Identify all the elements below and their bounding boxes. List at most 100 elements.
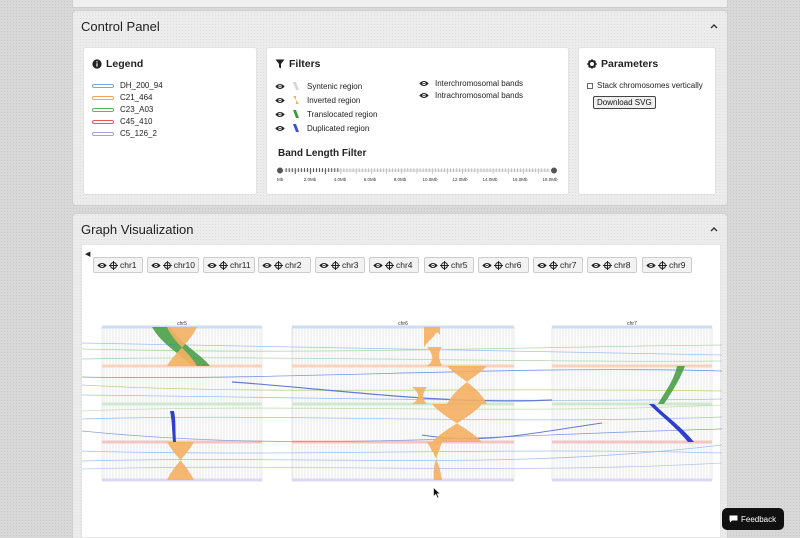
slider-tick-label: 18.0Mb (542, 177, 558, 182)
legend-swatch (92, 119, 114, 124)
crosshair-icon[interactable] (385, 260, 394, 270)
legend-label: C23_A03 (120, 105, 154, 114)
legend-item: C45_410 (92, 117, 152, 126)
legend-item: DH_200_94 (92, 81, 163, 90)
eye-icon[interactable] (482, 262, 492, 269)
eye-icon[interactable] (419, 80, 429, 87)
legend-item: C23_A03 (92, 105, 153, 114)
legend-swatch (92, 83, 114, 88)
chromosome-toggle-chr6[interactable]: chr6 (478, 257, 529, 273)
chr6-label: chr6 (398, 321, 408, 327)
stack-vertically-checkbox[interactable] (587, 82, 593, 89)
chromosome-label: chr11 (230, 260, 251, 270)
filter-icon (275, 59, 285, 69)
crosshair-icon[interactable] (162, 260, 172, 270)
eye-icon[interactable] (537, 262, 547, 269)
eye-icon[interactable] (151, 262, 161, 269)
legend-label: DH_200_94 (120, 81, 163, 90)
inverted-swatch-icon (293, 96, 299, 104)
duplicated-regions (170, 404, 694, 442)
chromosome-toggle-chr7[interactable]: chr7 (533, 257, 583, 273)
filter-inverted[interactable]: Inverted region (275, 95, 360, 105)
band-length-title: Band Length Filter (278, 148, 367, 159)
control-panel-title: Control Panel (81, 19, 160, 34)
legend-label: C45_410 (120, 117, 153, 126)
collapse-toggle-icon[interactable]: ◀ (85, 251, 91, 258)
filters-title: Filters (289, 58, 321, 70)
slider-handle-min[interactable] (277, 166, 285, 175)
filter-intrachromosomal[interactable]: Intrachromosomal bands (419, 91, 523, 100)
eye-icon[interactable] (262, 262, 272, 269)
synteny-plot[interactable]: chr5 chr6 chr7 (82, 285, 722, 538)
slider-tick-label: 12.0Mb (452, 177, 468, 182)
eye-icon[interactable] (591, 262, 601, 269)
eye-icon[interactable] (428, 262, 438, 269)
crosshair-icon[interactable] (331, 260, 340, 270)
eye-icon[interactable] (646, 262, 656, 269)
chromosome-label: chr7 (560, 260, 577, 270)
legend-label: C21_464 (120, 93, 153, 102)
control-panel: Control Panel Legend DH_200_94 C21_464 C… (72, 10, 728, 206)
eye-icon[interactable] (419, 92, 429, 99)
band-length-slider[interactable]: Mb 2.0Mb 4.0Mb 6.0Mb 8.0Mb 10.0Mb 12.0Mb 14.0Mb… (277, 166, 559, 184)
control-panel-header[interactable]: Control Panel (73, 11, 727, 39)
chromosome-toggle-chr3[interactable]: chr3 (315, 257, 365, 273)
chromosome-toggle-chr11[interactable]: chr11 (203, 257, 255, 273)
filter-translocated[interactable]: Translocated region (275, 109, 377, 119)
crosshair-icon[interactable] (549, 260, 558, 270)
filter-interchromosomal[interactable]: Interchromosomal bands (419, 79, 523, 88)
chromosome-label: chr2 (285, 260, 302, 270)
chevron-up-icon[interactable] (709, 21, 719, 31)
legend-item: C5_126_2 (92, 129, 157, 138)
chromosome-label: chr1 (120, 260, 137, 270)
crosshair-icon[interactable] (219, 260, 228, 270)
chat-icon (729, 515, 738, 523)
crosshair-icon[interactable] (603, 260, 612, 270)
gear-icon (587, 59, 597, 69)
chromosome-toggle-chr1[interactable]: chr1 (93, 257, 143, 273)
syntenic-swatch-icon (293, 82, 299, 90)
chromosome-tracks (102, 325, 712, 482)
chromosome-toggle-chr2[interactable]: chr2 (258, 257, 311, 273)
crosshair-icon[interactable] (658, 260, 667, 270)
chromosome-toggle-chr5[interactable]: chr5 (424, 257, 474, 273)
crosshair-icon[interactable] (109, 260, 118, 270)
eye-icon[interactable] (275, 111, 285, 118)
crosshair-icon[interactable] (440, 260, 449, 270)
chevron-up-icon[interactable] (709, 224, 719, 234)
crosshair-icon[interactable] (274, 260, 283, 270)
slider-tick-label: 14.0Mb (482, 177, 498, 182)
parameters-title: Parameters (601, 58, 659, 70)
chromosome-toggle-chr8[interactable]: chr8 (587, 257, 637, 273)
legend-swatch (92, 95, 114, 100)
crosshair-icon[interactable] (494, 260, 503, 270)
filters-card: Filters Syntenic region Inverted region … (266, 47, 569, 195)
chromosome-label: chr3 (342, 260, 359, 270)
eye-icon[interactable] (275, 97, 285, 104)
download-svg-button[interactable]: Download SVG (593, 96, 656, 109)
eye-icon[interactable] (97, 262, 107, 269)
graph-canvas-area: ◀ chr1 chr10 chr11 chr2 chr3 chr4 chr5 chr6 chr7… (81, 244, 722, 538)
eye-icon[interactable] (373, 262, 383, 269)
chromosome-toggle-chr9[interactable]: chr9 (642, 257, 692, 273)
chr5-label: chr5 (177, 321, 187, 327)
previous-panel-edge (72, 0, 728, 8)
chromosome-toggle-chr10[interactable]: chr10 (147, 257, 199, 273)
chromosome-toggle-chr4[interactable]: chr4 (369, 257, 419, 273)
stack-vertically-option[interactable]: Stack chromosomes vertically (587, 81, 703, 90)
eye-icon[interactable] (275, 125, 285, 132)
graph-panel-header[interactable]: Graph Visualization (73, 214, 727, 242)
feedback-button[interactable]: Feedback (722, 508, 784, 530)
legend-card: Legend DH_200_94 C21_464 C23_A03 C45_410… (83, 47, 257, 195)
eye-icon[interactable] (207, 262, 217, 269)
filter-syntenic[interactable]: Syntenic region (275, 81, 362, 91)
eye-icon[interactable] (319, 262, 329, 269)
graph-panel-title: Graph Visualization (81, 222, 194, 237)
filter-duplicated[interactable]: Duplicated region (275, 123, 369, 133)
slider-handle-max[interactable] (549, 166, 559, 175)
chromosome-label: chr9 (669, 260, 686, 270)
chromosome-label: chr4 (396, 260, 413, 270)
eye-icon[interactable] (275, 83, 285, 90)
chromosome-label: chr10 (173, 260, 195, 270)
parameters-card: Parameters Stack chromosomes vertically … (578, 47, 716, 195)
